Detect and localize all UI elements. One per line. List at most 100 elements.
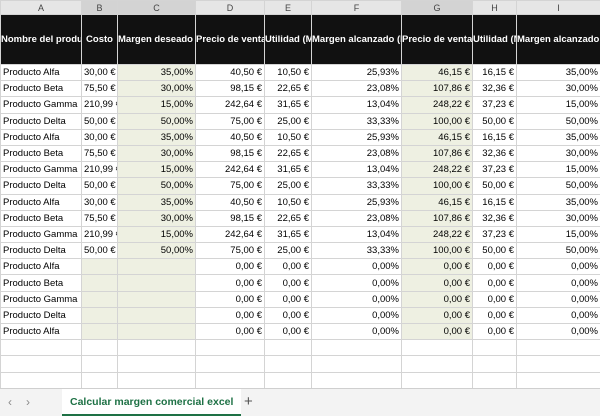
margin-markup-cell[interactable]: 0,00% bbox=[311, 306, 402, 325]
price-margin-cell[interactable]: 107,86 € bbox=[401, 144, 473, 163]
product-name-cell[interactable]: Producto Gamma bbox=[0, 161, 82, 179]
price-markup-cell[interactable]: 0,00 € bbox=[195, 290, 265, 308]
header-price-markup[interactable]: Precio de venta (Mark-Up) bbox=[195, 14, 265, 65]
profit-margin-cell[interactable]: 16,15 € bbox=[472, 128, 517, 146]
cost-cell[interactable] bbox=[81, 322, 118, 341]
margin-markup-cell[interactable]: 33,33% bbox=[311, 242, 402, 260]
profit-markup-cell[interactable]: 31,65 € bbox=[264, 225, 312, 244]
empty-cell[interactable] bbox=[472, 339, 517, 357]
profit-margin-cell[interactable]: 0,00 € bbox=[472, 290, 517, 308]
cost-cell[interactable]: 30,00 € bbox=[81, 193, 118, 211]
empty-cell[interactable] bbox=[195, 371, 265, 388]
profit-markup-cell[interactable]: 22,65 € bbox=[264, 209, 312, 227]
product-name-cell[interactable]: Producto Delta bbox=[0, 177, 82, 195]
price-margin-cell[interactable]: 46,15 € bbox=[401, 193, 473, 211]
margin-markup-cell[interactable]: 23,08% bbox=[311, 144, 402, 163]
profit-markup-cell[interactable]: 0,00 € bbox=[264, 322, 312, 341]
product-name-cell[interactable]: Producto Alfa bbox=[0, 193, 82, 211]
empty-cell[interactable] bbox=[81, 355, 118, 373]
price-margin-cell[interactable]: 107,86 € bbox=[401, 209, 473, 227]
price-margin-cell[interactable]: 0,00 € bbox=[401, 274, 473, 292]
product-name-cell[interactable]: Producto Gamma bbox=[0, 290, 82, 308]
empty-cell[interactable] bbox=[401, 371, 473, 388]
desired-margin-cell[interactable]: 30,00% bbox=[117, 144, 196, 163]
profit-markup-cell[interactable]: 10,50 € bbox=[264, 193, 312, 211]
cost-cell[interactable]: 210,99 € bbox=[81, 96, 118, 114]
margin-margin-cell[interactable]: 15,00% bbox=[516, 96, 600, 114]
margin-margin-cell[interactable]: 50,00% bbox=[516, 112, 600, 130]
column-letter[interactable]: B bbox=[81, 0, 118, 15]
profit-margin-cell[interactable]: 32,36 € bbox=[472, 80, 517, 98]
price-markup-cell[interactable]: 0,00 € bbox=[195, 274, 265, 292]
price-markup-cell[interactable]: 98,15 € bbox=[195, 144, 265, 163]
cost-cell[interactable] bbox=[81, 274, 118, 292]
product-name-cell[interactable]: Producto Delta bbox=[0, 242, 82, 260]
price-markup-cell[interactable]: 75,00 € bbox=[195, 242, 265, 260]
price-markup-cell[interactable]: 40,50 € bbox=[195, 193, 265, 211]
product-name-cell[interactable]: Producto Delta bbox=[0, 306, 82, 325]
desired-margin-cell[interactable]: 15,00% bbox=[117, 161, 196, 179]
cost-cell[interactable]: 50,00 € bbox=[81, 242, 118, 260]
empty-cell[interactable] bbox=[264, 371, 312, 388]
profit-markup-cell[interactable]: 25,00 € bbox=[264, 112, 312, 130]
product-name-cell[interactable]: Producto Beta bbox=[0, 80, 82, 98]
price-markup-cell[interactable]: 40,50 € bbox=[195, 128, 265, 146]
product-name-cell[interactable]: Producto Beta bbox=[0, 274, 82, 292]
desired-margin-cell[interactable]: 35,00% bbox=[117, 63, 196, 82]
profit-margin-cell[interactable]: 0,00 € bbox=[472, 306, 517, 325]
desired-margin-cell[interactable] bbox=[117, 258, 196, 276]
price-markup-cell[interactable]: 242,64 € bbox=[195, 161, 265, 179]
price-markup-cell[interactable]: 242,64 € bbox=[195, 225, 265, 244]
header-desired-margin[interactable]: Margen deseado (%) bbox=[117, 14, 196, 65]
column-letter[interactable]: C bbox=[117, 0, 196, 15]
price-markup-cell[interactable]: 0,00 € bbox=[195, 322, 265, 341]
cost-cell[interactable]: 210,99 € bbox=[81, 225, 118, 244]
desired-margin-cell[interactable]: 50,00% bbox=[117, 177, 196, 195]
cost-cell[interactable]: 75,50 € bbox=[81, 80, 118, 98]
margin-margin-cell[interactable]: 35,00% bbox=[516, 63, 600, 82]
profit-margin-cell[interactable]: 32,36 € bbox=[472, 209, 517, 227]
profit-margin-cell[interactable]: 0,00 € bbox=[472, 258, 517, 276]
margin-margin-cell[interactable]: 50,00% bbox=[516, 242, 600, 260]
empty-cell[interactable] bbox=[516, 371, 600, 388]
margin-margin-cell[interactable]: 0,00% bbox=[516, 322, 600, 341]
column-letter[interactable]: A bbox=[0, 0, 82, 15]
empty-cell[interactable] bbox=[472, 355, 517, 373]
profit-margin-cell[interactable]: 16,15 € bbox=[472, 63, 517, 82]
margin-margin-cell[interactable]: 50,00% bbox=[516, 177, 600, 195]
price-margin-cell[interactable]: 0,00 € bbox=[401, 258, 473, 276]
profit-margin-cell[interactable]: 16,15 € bbox=[472, 193, 517, 211]
price-margin-cell[interactable]: 100,00 € bbox=[401, 112, 473, 130]
profit-markup-cell[interactable]: 31,65 € bbox=[264, 96, 312, 114]
price-margin-cell[interactable]: 100,00 € bbox=[401, 242, 473, 260]
margin-margin-cell[interactable]: 15,00% bbox=[516, 161, 600, 179]
prev-sheet-icon[interactable]: ‹ bbox=[8, 395, 12, 409]
price-markup-cell[interactable]: 75,00 € bbox=[195, 112, 265, 130]
margin-margin-cell[interactable]: 0,00% bbox=[516, 290, 600, 308]
margin-markup-cell[interactable]: 0,00% bbox=[311, 258, 402, 276]
price-margin-cell[interactable]: 0,00 € bbox=[401, 290, 473, 308]
price-margin-cell[interactable]: 100,00 € bbox=[401, 177, 473, 195]
price-markup-cell[interactable]: 40,50 € bbox=[195, 63, 265, 82]
product-name-cell[interactable]: Producto Alfa bbox=[0, 63, 82, 82]
cost-cell[interactable] bbox=[81, 306, 118, 325]
desired-margin-cell[interactable]: 30,00% bbox=[117, 80, 196, 98]
desired-margin-cell[interactable]: 15,00% bbox=[117, 225, 196, 244]
margin-margin-cell[interactable]: 35,00% bbox=[516, 128, 600, 146]
cost-cell[interactable] bbox=[81, 258, 118, 276]
header-product[interactable]: Nombre del producto bbox=[0, 14, 82, 65]
add-sheet-icon[interactable]: + bbox=[244, 393, 253, 410]
empty-cell[interactable] bbox=[472, 371, 517, 388]
desired-margin-cell[interactable]: 30,00% bbox=[117, 209, 196, 227]
cost-cell[interactable] bbox=[81, 290, 118, 308]
price-markup-cell[interactable]: 0,00 € bbox=[195, 306, 265, 325]
profit-markup-cell[interactable]: 0,00 € bbox=[264, 306, 312, 325]
cost-cell[interactable]: 30,00 € bbox=[81, 128, 118, 146]
price-margin-cell[interactable]: 248,22 € bbox=[401, 161, 473, 179]
price-margin-cell[interactable]: 0,00 € bbox=[401, 306, 473, 325]
margin-margin-cell[interactable]: 0,00% bbox=[516, 258, 600, 276]
cost-cell[interactable]: 75,50 € bbox=[81, 144, 118, 163]
profit-margin-cell[interactable]: 50,00 € bbox=[472, 177, 517, 195]
header-margin-markup[interactable]: Margen alcanzado (Mark-Up) (%) bbox=[311, 14, 402, 65]
desired-margin-cell[interactable]: 50,00% bbox=[117, 112, 196, 130]
